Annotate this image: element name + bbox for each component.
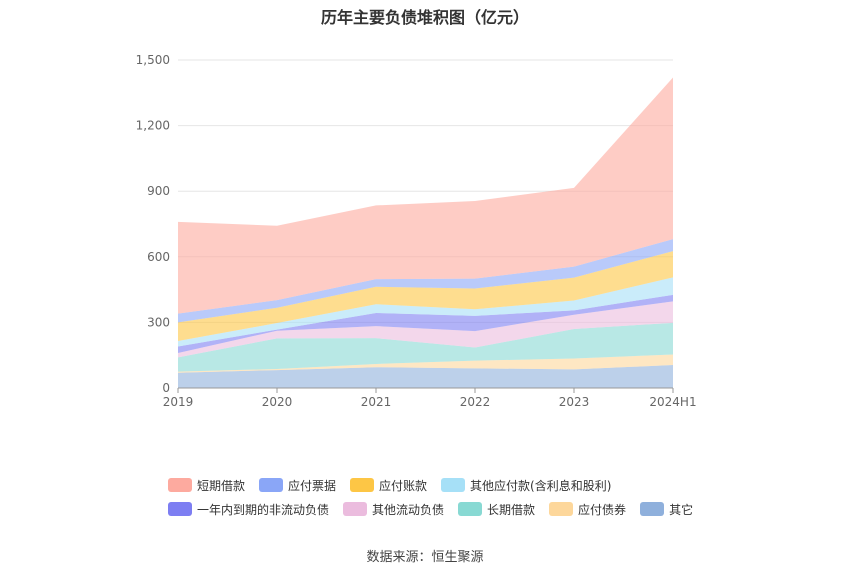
legend-label: 其他应付款(含利息和股利) — [470, 478, 612, 493]
area-series-1 — [178, 354, 673, 373]
legend-swatch — [259, 478, 284, 492]
y-tick-label: 900 — [147, 184, 170, 198]
legend-item[interactable]: 一年内到期的非流动负债 — [168, 501, 329, 518]
area-series-0 — [178, 365, 673, 388]
legend-item[interactable]: 其他应付款(含利息和股利) — [441, 477, 611, 494]
legend-swatch — [343, 502, 368, 516]
legend-swatch — [350, 478, 375, 492]
area-series-5 — [178, 277, 673, 347]
y-tick-label: 300 — [147, 315, 170, 329]
legend-swatch — [640, 502, 665, 516]
y-tick-label: 600 — [147, 250, 170, 264]
legend-label: 应付债券 — [578, 502, 627, 517]
legend-swatch — [549, 502, 574, 516]
x-tick-label: 2020 — [262, 395, 293, 409]
legend-swatch — [168, 478, 192, 492]
legend-swatch — [458, 502, 483, 516]
legend-label: 应付票据 — [288, 478, 337, 493]
legend-item[interactable]: 其它 — [640, 501, 693, 518]
area-series-3 — [178, 301, 673, 358]
legend-item[interactable]: 长期借款 — [458, 501, 535, 518]
chart-title: 历年主要负债堆积图（亿元） — [320, 8, 529, 27]
legend-item[interactable]: 应付票据 — [259, 477, 336, 494]
x-tick-label: 2019 — [163, 395, 194, 409]
legend-label: 短期借款 — [197, 478, 246, 493]
source-note: 数据来源：恒生聚源 — [366, 550, 484, 565]
legend-item[interactable]: 应付账款 — [350, 477, 427, 494]
legend-label: 应付账款 — [379, 478, 428, 493]
y-tick-label: 0 — [162, 381, 170, 395]
x-tick-label: 2023 — [559, 395, 590, 409]
area-series-7 — [178, 239, 673, 323]
legend-swatch — [441, 478, 466, 492]
area-series-8 — [178, 77, 673, 314]
legend-item[interactable]: 应付债券 — [549, 501, 626, 518]
x-tick-label: 2022 — [460, 395, 491, 409]
area-series-2 — [178, 322, 673, 372]
legend-row: 短期借款 应付票据 应付账款 其他应付款(含利息和股利) — [168, 473, 788, 497]
legend-item[interactable]: 其他流动负债 — [343, 501, 444, 518]
area-series-6 — [178, 251, 673, 341]
legend-label: 长期借款 — [487, 502, 536, 517]
legend-label: 其它 — [669, 502, 694, 517]
legend-item[interactable]: 短期借款 — [168, 477, 245, 494]
x-tick-label: 2021 — [361, 395, 392, 409]
x-tick-label: 2024H1 — [649, 395, 696, 409]
legend-swatch — [168, 502, 192, 516]
area-series-4 — [178, 294, 673, 354]
legend-label: 一年内到期的非流动负债 — [197, 502, 330, 517]
y-tick-label: 1,200 — [136, 119, 170, 133]
y-tick-label: 1,500 — [136, 53, 170, 67]
legend-label: 其他流动负债 — [372, 502, 445, 517]
legend-row: 一年内到期的非流动负债 其他流动负债 长期借款 应付债券 其它 — [168, 497, 788, 521]
legend: 短期借款 应付票据 应付账款 其他应付款(含利息和股利) 一年内到期的非流动负债 其他流动… — [168, 473, 788, 521]
